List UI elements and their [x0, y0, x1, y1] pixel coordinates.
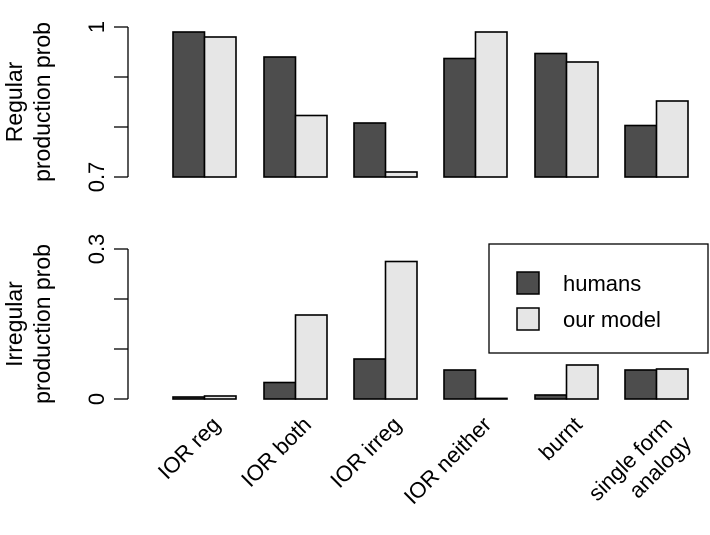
irregular-bar-humans	[172, 396, 206, 400]
irregular-bar-humans	[534, 394, 568, 400]
legend-swatch-model	[516, 307, 540, 331]
legend-box	[488, 243, 709, 354]
irregular-bar-model	[203, 395, 237, 400]
regular-bar-model	[565, 61, 599, 178]
irregular-bar-model	[474, 397, 508, 400]
regular-bar-humans	[624, 124, 658, 178]
regular-bar-model	[384, 171, 418, 178]
irregular-y-axis-title: Irregular	[1, 281, 27, 367]
x-category-label: burnt	[534, 412, 587, 465]
regular-bar-model	[474, 31, 508, 178]
regular-y-tick-label: 0.7	[84, 162, 109, 193]
x-category-label: IOR neither	[399, 412, 496, 509]
x-category-label: IOR irreg	[325, 412, 406, 493]
regular-bar-model	[203, 36, 237, 178]
irregular-y-tick-label: 0	[84, 393, 109, 405]
regular-bar-humans	[534, 52, 568, 178]
legend-label-model: our model	[563, 307, 661, 332]
regular-bar-humans	[443, 57, 477, 178]
x-category-label: IOR reg	[153, 412, 225, 484]
regular-bar-model	[655, 100, 689, 178]
irregular-bar-model	[294, 314, 328, 400]
x-category-label: IOR both	[236, 412, 316, 492]
legend-label-humans: humans	[563, 271, 641, 296]
irregular-bar-humans	[443, 369, 477, 400]
irregular-bar-humans	[263, 381, 297, 400]
irregular-bar-model	[384, 260, 418, 400]
legend-swatch-humans	[516, 271, 540, 295]
irregular-bar-model	[565, 364, 599, 400]
regular-y-tick-label: 1	[84, 21, 109, 33]
regular-y-axis-title: Regular	[1, 61, 27, 142]
regular-bar-humans	[263, 56, 297, 178]
regular-bar-model	[294, 114, 328, 178]
irregular-bar-model	[655, 368, 689, 400]
irregular-bar-humans	[624, 369, 658, 400]
regular-bar-humans	[353, 122, 387, 178]
regular-y-axis-title: production prob	[29, 22, 55, 182]
irregular-y-tick-label: 0.3	[84, 234, 109, 265]
irregular-y-axis-title: production prob	[29, 244, 55, 404]
irregular-bar-humans	[353, 358, 387, 400]
regular-bar-humans	[172, 31, 206, 178]
